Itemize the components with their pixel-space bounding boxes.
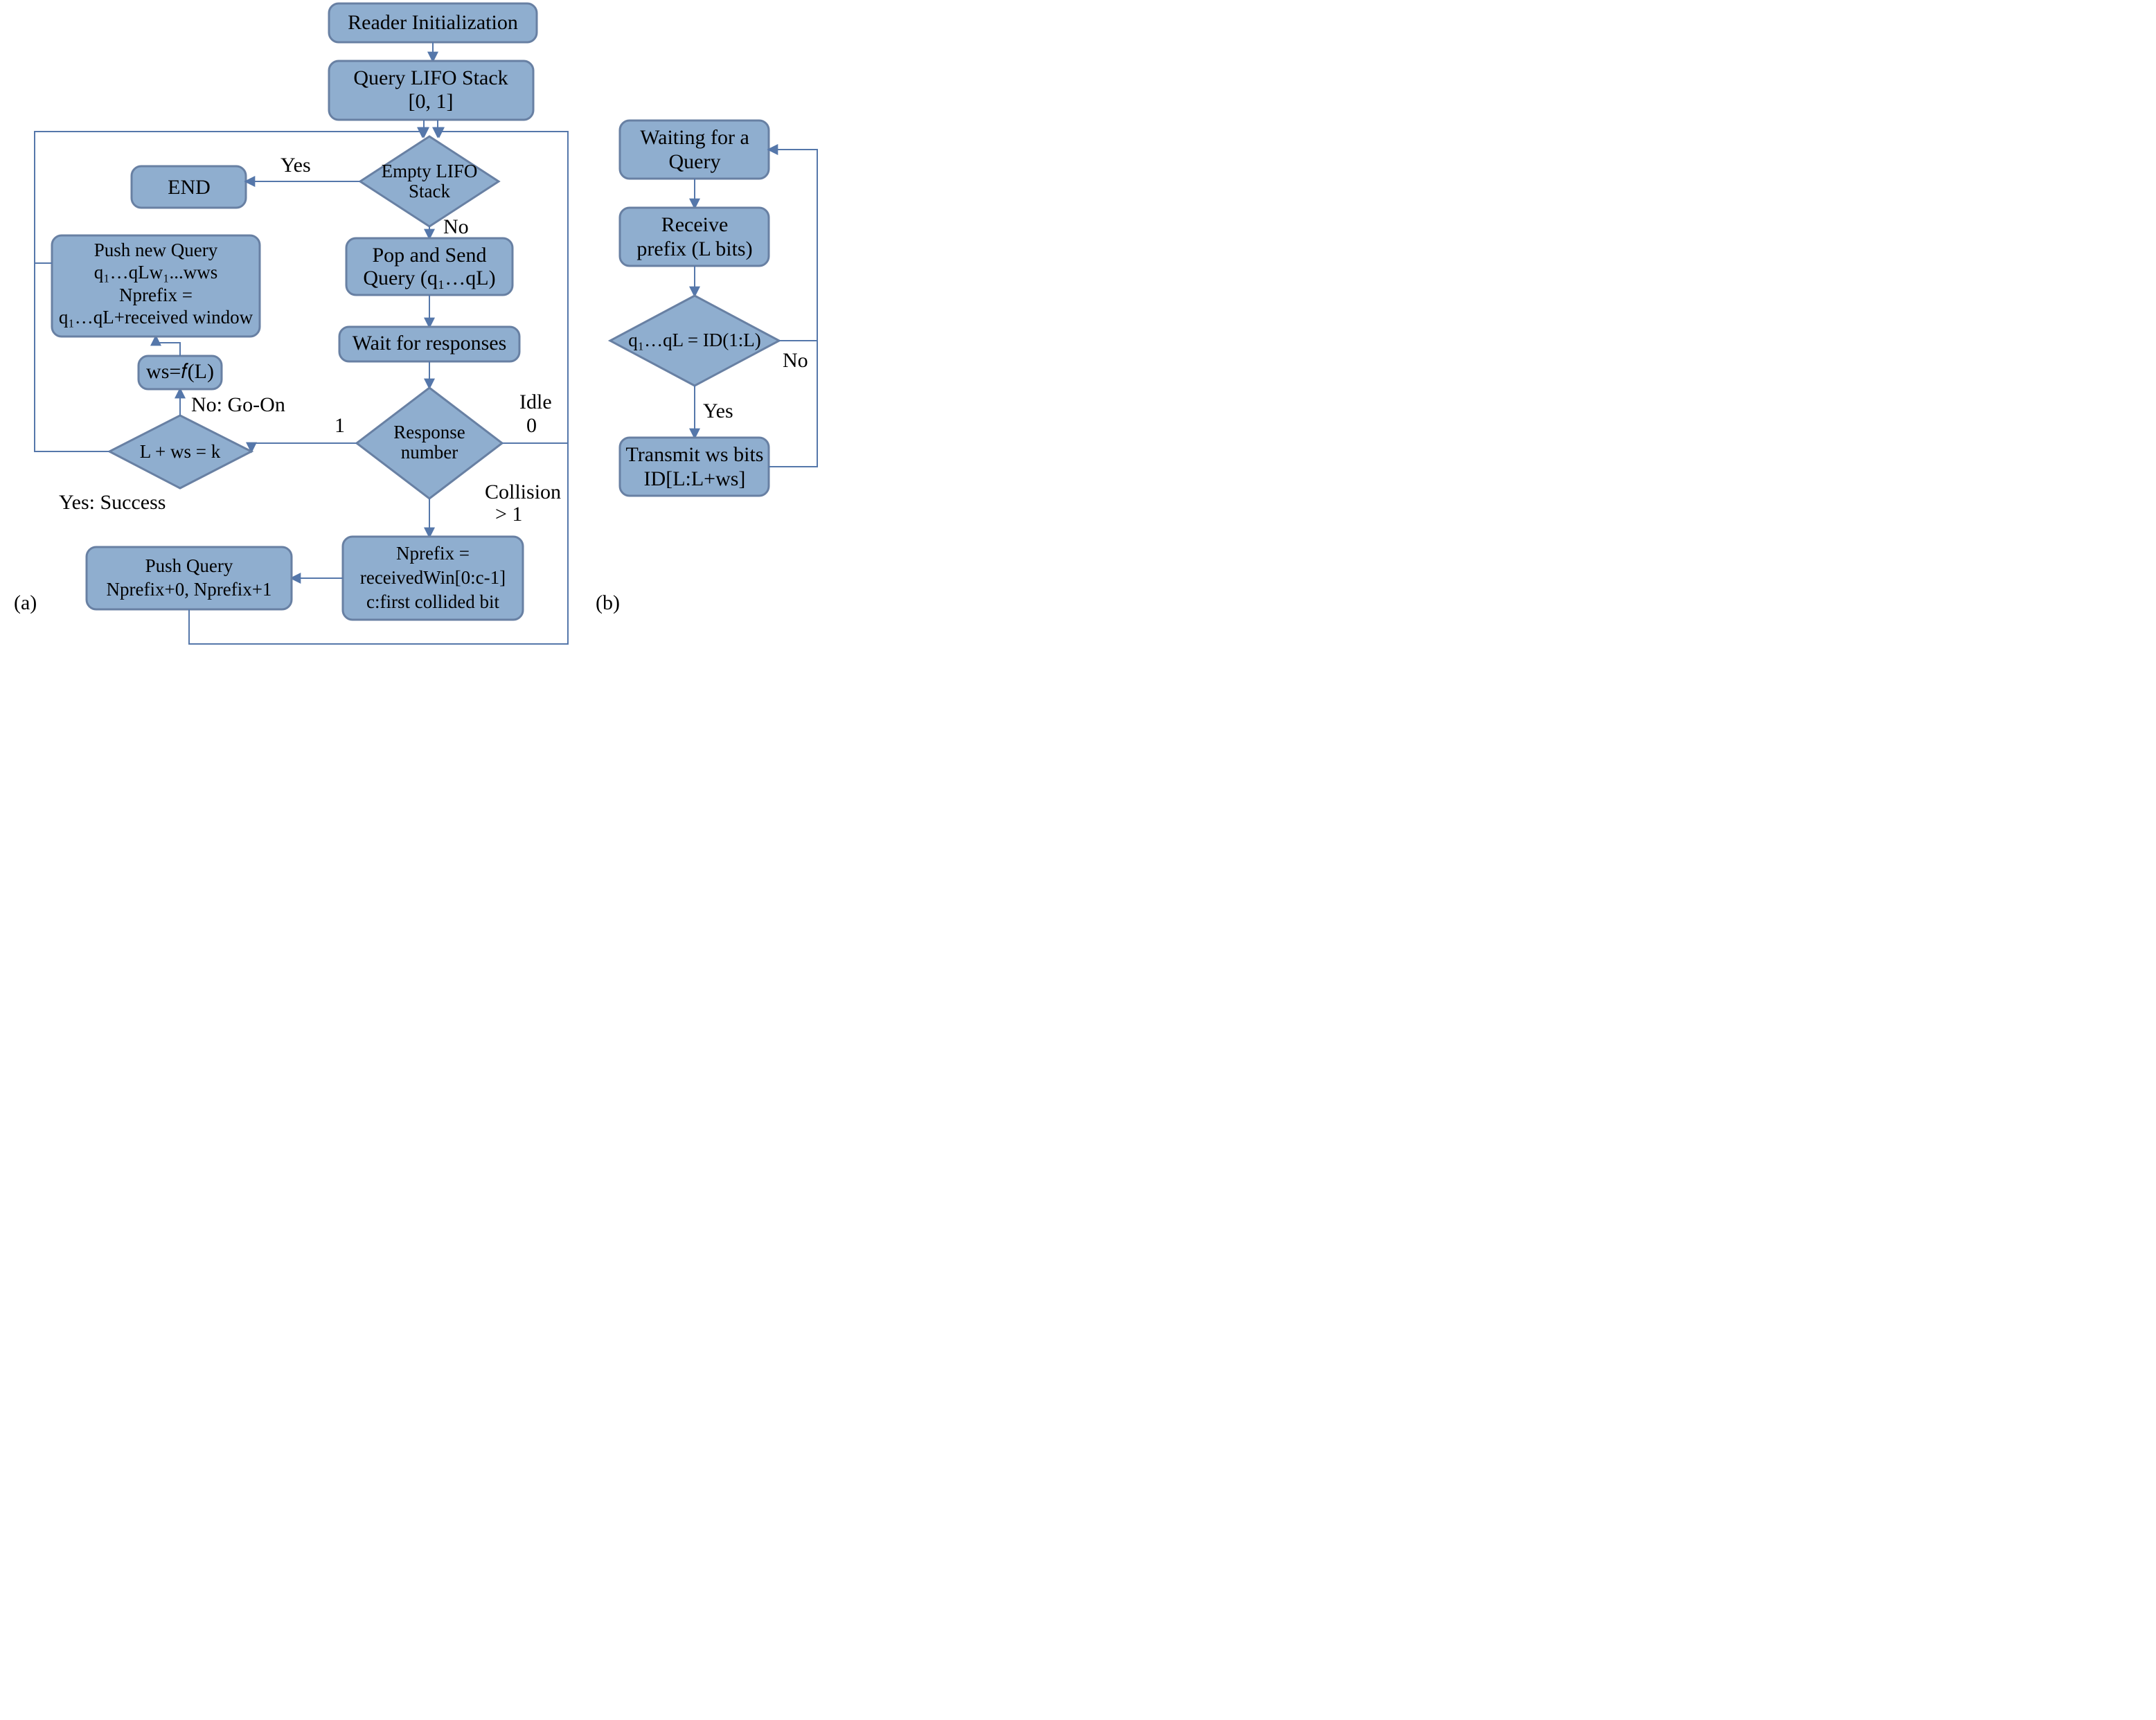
node-nprefix-text1: Nprefix =: [396, 543, 470, 564]
node-lwsk-text: L + ws = k: [140, 441, 221, 462]
label-no-pop: No: [443, 215, 469, 238]
node-pop-text1: Pop and Send: [373, 244, 487, 267]
node-stack-text2: [0, 1]: [409, 90, 454, 113]
node-end-text: END: [168, 176, 211, 199]
label-no-loop: No: [783, 349, 808, 372]
node-empty-text2: Stack: [409, 181, 450, 201]
node-wait-text: Wait for responses: [353, 332, 507, 355]
node-response-text1: Response: [393, 422, 465, 442]
node-push-new-text4: q₁…qL+received window: [59, 307, 253, 328]
edge-match-no-loop: [769, 150, 817, 341]
node-match-text: q₁…qL = ID(1:L): [628, 330, 761, 350]
node-recv-text2: prefix (L bits): [636, 238, 752, 260]
node-pushq-text2: Nprefix+0, Nprefix+1: [107, 579, 272, 600]
label-gt1: > 1: [495, 503, 522, 526]
node-waitq-text1: Waiting for a: [640, 126, 749, 149]
node-nprefix-text3: c:first collided bit: [366, 591, 499, 612]
label-collision: Collision: [485, 481, 561, 503]
node-pop-text2: Query (q₁…qL): [363, 267, 495, 289]
panel-a-label: (a): [14, 591, 37, 614]
edge-response-lwsk: [251, 443, 357, 451]
label-no-goon: No: Go-On: [191, 393, 285, 416]
node-pushq-text1: Push Query: [145, 555, 233, 576]
label-yes-end: Yes: [280, 154, 311, 177]
node-push-new-text2: q₁…qLw₁...wws: [94, 262, 218, 283]
label-idle: Idle: [519, 391, 552, 413]
node-push-new-text3: Nprefix =: [119, 285, 193, 305]
node-wsf-text: ws=𝑓(L): [146, 360, 214, 383]
label-yes-transmit: Yes: [703, 400, 733, 422]
node-waitq-text2: Query: [669, 150, 721, 173]
node-empty-text1: Empty LIFO: [382, 161, 478, 181]
flowchart-canvas: Reader Initialization Query LIFO Stack […: [0, 0, 845, 679]
node-init-text: Reader Initialization: [348, 11, 518, 34]
node-transmit-text2: ID[L:L+ws]: [644, 467, 746, 490]
node-push-new-text1: Push new Query: [94, 240, 218, 260]
node-response-text2: number: [401, 442, 458, 463]
node-nprefix-text2: receivedWin[0:c-1]: [360, 567, 506, 588]
label-yes-success: Yes: Success: [59, 491, 166, 514]
edge-wsf-pushnew: [156, 337, 180, 356]
node-transmit-text1: Transmit ws bits: [626, 443, 764, 466]
label-zero: 0: [526, 414, 537, 437]
label-one: 1: [335, 414, 345, 437]
panel-b-label: (b): [596, 591, 620, 614]
node-stack-text1: Query LIFO Stack: [353, 66, 508, 89]
node-recv-text1: Receive: [661, 213, 729, 236]
